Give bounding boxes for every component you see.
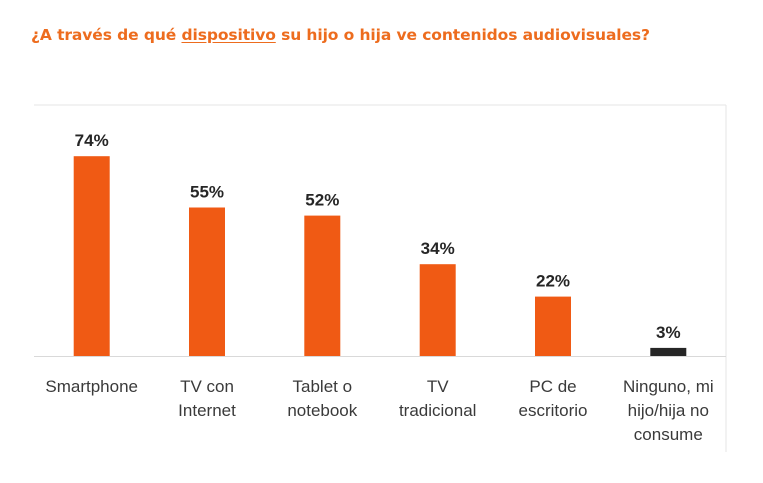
bar-2 [189,207,225,356]
bar-6 [650,347,687,356]
category-label-4-line-1: TV [427,377,449,396]
value-label-4: 34% [421,239,455,258]
value-labels: 74% 55% 52% 34% 22% 3% [75,131,681,342]
category-label-6: Ninguno, mi hijo/hija no consume [623,377,714,444]
title-before: ¿A través de qué [31,26,182,44]
bar-5 [535,296,571,356]
category-label-5-line-2: escritorio [519,401,588,420]
category-label-4: TV tradicional [399,377,477,420]
category-label-3: Tablet o notebook [287,377,357,420]
category-labels: Smartphone TV con Internet Tablet o notebook… [45,377,713,444]
category-label-3-line-2: notebook [287,401,357,420]
value-label-6: 3% [656,323,681,342]
value-label-1: 74% [75,131,109,150]
category-label-2: TV con Internet [178,377,236,420]
category-label-2-line-1: TV con [180,377,234,396]
title-after: su hijo o hija ve contenidos audiovisual… [275,26,650,44]
value-label-2: 55% [190,183,224,202]
category-label-2-line-2: Internet [178,401,236,420]
category-label-6-line-2: hijo/hija no [628,401,709,420]
category-label-1-line-1: Smartphone [45,377,138,396]
chart-title: ¿A través de qué dispositivo su hijo o h… [31,26,650,44]
bars [73,156,687,356]
category-label-5: PC de escritorio [519,377,588,420]
value-label-5: 22% [536,272,570,291]
category-label-4-line-2: tradicional [399,401,477,420]
chart-frame [34,104,727,452]
category-label-3-line-1: Tablet o [293,377,353,396]
title-keyword: dispositivo [181,26,276,44]
category-label-6-line-1: Ninguno, mi [623,377,714,396]
bar-1 [73,156,110,356]
bar-4 [419,264,456,356]
bar-3 [304,215,341,356]
category-label-5-line-1: PC de [529,377,576,396]
category-label-6-line-3: consume [634,425,703,444]
category-label-1: Smartphone [45,377,138,396]
value-label-3: 52% [305,191,339,210]
